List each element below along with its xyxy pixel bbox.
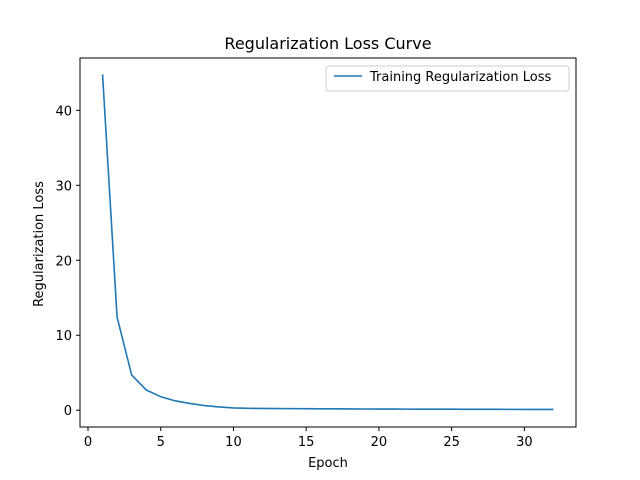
y-tick-label: 10 (55, 329, 72, 344)
legend-label: Training Regularization Loss (369, 70, 551, 85)
x-tick-label: 25 (443, 435, 460, 450)
x-tick-label: 10 (225, 435, 242, 450)
y-axis-ticks: 0 10 20 30 40 (55, 104, 80, 419)
y-tick-label: 40 (55, 104, 72, 119)
y-tick-label: 0 (64, 404, 72, 419)
series-layer (101, 74, 554, 411)
x-axis-label: Epoch (308, 456, 348, 471)
x-tick-label: 20 (371, 435, 388, 450)
y-tick-label: 20 (55, 254, 72, 269)
y-axis-label: Regularization Loss (32, 181, 47, 307)
series-line-training-regularization-loss (101, 74, 554, 411)
y-tick-label: 30 (55, 179, 72, 194)
x-tick-label: 0 (84, 435, 92, 450)
x-tick-label: 30 (516, 435, 533, 450)
legend-box (325, 65, 570, 92)
x-axis-ticks: 0 5 10 15 20 25 30 (84, 427, 533, 450)
x-tick-label: 15 (298, 435, 315, 450)
x-tick-label: 5 (157, 435, 165, 450)
legend: Training Regularization Loss (325, 65, 570, 92)
chart-title: Regularization Loss Curve (224, 34, 431, 53)
plot-frame (79, 57, 577, 428)
